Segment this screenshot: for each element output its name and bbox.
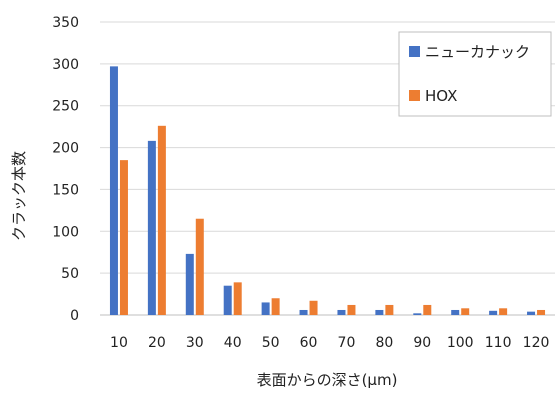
bar-series-2-70 — [347, 304, 356, 315]
x-tick-label: 110 — [485, 335, 512, 351]
y-tick-label: 300 — [52, 57, 79, 73]
y-axis-title: クラック本数 — [10, 151, 28, 241]
bar-series-2-30 — [195, 218, 204, 315]
bar-series-1-80 — [375, 309, 384, 315]
x-tick-label: 100 — [447, 335, 474, 351]
y-tick-label: 100 — [52, 224, 79, 240]
x-axis-ticks: 10 20 30 40 50 60 70 80 90 100 110 120 — [110, 335, 549, 351]
bar-series-2-80 — [385, 304, 394, 315]
x-tick-label: 40 — [224, 335, 242, 351]
x-tick-label: 50 — [262, 335, 280, 351]
bar-series-2-40 — [233, 282, 242, 315]
bars — [109, 66, 546, 316]
x-tick-label: 60 — [300, 335, 318, 351]
bar-series-1-90 — [413, 313, 422, 315]
bar-series-2-90 — [423, 304, 432, 315]
bar-series-1-30 — [185, 253, 194, 315]
y-axis-ticks: 0 50 100 150 200 250 300 350 — [52, 15, 79, 324]
bar-series-1-20 — [147, 140, 156, 315]
bar-series-1-50 — [261, 302, 270, 315]
legend-swatch-series-2 — [409, 90, 420, 101]
y-tick-label: 0 — [70, 308, 79, 324]
x-axis-title: 表面からの深さ(μm) — [257, 371, 398, 389]
x-tick-label: 20 — [148, 335, 166, 351]
bar-series-2-20 — [157, 125, 166, 315]
legend-label-series-1: ニューカナック — [425, 43, 530, 61]
x-tick-label: 30 — [186, 335, 204, 351]
bar-series-1-110 — [489, 310, 498, 315]
bar-series-1-40 — [223, 285, 232, 315]
bar-series-2-50 — [271, 298, 280, 315]
bar-series-2-120 — [537, 309, 546, 315]
y-tick-label: 50 — [61, 266, 79, 282]
bar-series-2-10 — [119, 160, 128, 315]
bar-series-1-70 — [337, 309, 346, 315]
legend-box — [398, 31, 552, 117]
x-tick-label: 10 — [110, 335, 128, 351]
bar-series-1-120 — [527, 311, 536, 315]
y-tick-label: 250 — [52, 99, 79, 115]
x-tick-label: 120 — [523, 335, 550, 351]
bar-series-1-10 — [109, 66, 118, 316]
bar-series-2-110 — [499, 308, 508, 315]
legend-label-series-2: HOX — [425, 87, 457, 105]
bar-series-2-60 — [309, 300, 318, 315]
bar-series-1-100 — [451, 309, 460, 315]
legend: ニューカナック HOX — [398, 31, 552, 117]
x-tick-label: 90 — [413, 335, 431, 351]
legend-swatch-series-1 — [409, 46, 420, 57]
y-tick-label: 150 — [52, 182, 79, 198]
bar-series-1-60 — [299, 309, 308, 315]
y-tick-label: 200 — [52, 141, 79, 157]
gridlines — [100, 21, 555, 316]
x-tick-label: 70 — [338, 335, 356, 351]
x-tick-label: 80 — [375, 335, 393, 351]
y-tick-label: 350 — [52, 15, 79, 31]
bar-series-2-100 — [461, 308, 470, 315]
